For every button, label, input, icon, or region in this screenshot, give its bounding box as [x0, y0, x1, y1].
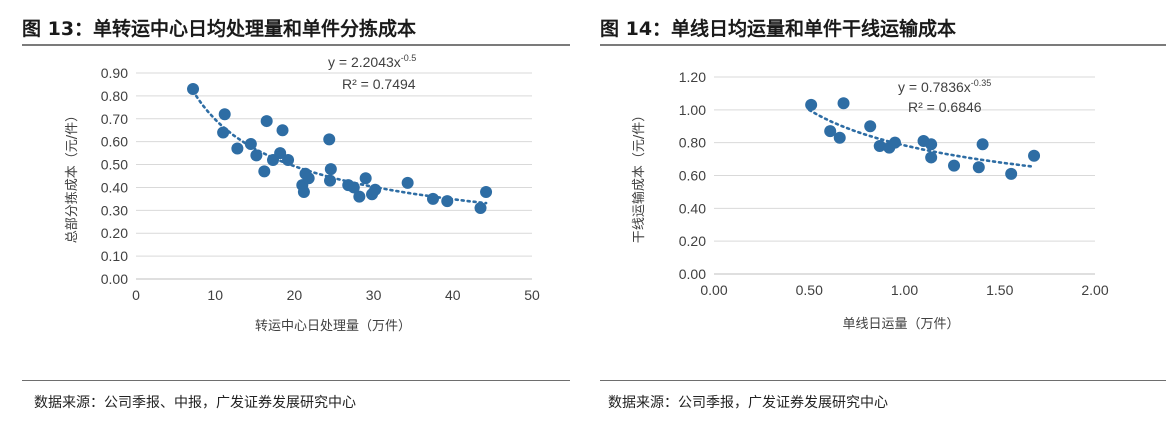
- data-point: [925, 138, 938, 151]
- y-tick-label: 0.20: [101, 225, 128, 241]
- data-point: [324, 174, 337, 187]
- y-tick-label: 0.00: [679, 266, 706, 282]
- data-point: [480, 186, 493, 199]
- y-tick-label: 0.60: [679, 168, 706, 184]
- y-tick-label: 0.80: [679, 135, 706, 151]
- x-tick-label: 30: [366, 287, 382, 303]
- data-point: [258, 165, 271, 178]
- data-point: [250, 149, 263, 162]
- data-point: [441, 195, 454, 208]
- y-tick-label: 0.50: [101, 157, 128, 173]
- scatter-chart-14: 0.00 0.20 0.40 0.60 0.80 1.00 1.20 0.00 0.50 1.00…: [631, 69, 1109, 332]
- y-tick-label: 0.20: [679, 233, 706, 249]
- data-point: [427, 192, 439, 205]
- x-tick-label: 0.50: [796, 282, 823, 298]
- y-axis-title: 总部分拣成本（元/件）: [65, 109, 80, 243]
- data-point: [282, 153, 295, 166]
- data-point: [833, 131, 846, 144]
- y-tick-label: 0.40: [101, 179, 128, 195]
- y-tick-label: 0.10: [101, 248, 128, 264]
- y-tick-label: 0.00: [101, 271, 128, 287]
- data-point: [187, 83, 200, 96]
- data-point: [218, 108, 231, 121]
- data-point: [948, 159, 961, 172]
- data-point: [353, 190, 366, 203]
- y-tick-label: 0.40: [679, 200, 706, 216]
- data-point: [217, 126, 230, 139]
- data-point: [925, 151, 938, 164]
- data-point: [873, 139, 886, 152]
- scatter-chart-13: 0.00 0.10 0.20 0.30 0.40 0.50 0.60 0.70 0.80 0.90…: [65, 53, 540, 334]
- chart-title: 图 14：单线日均运量和单件干线运输成本: [600, 18, 957, 40]
- data-point: [369, 183, 382, 196]
- chart-title: 图 13：单转运中心日均处理量和单件分拣成本: [22, 18, 417, 40]
- data-point: [1005, 167, 1018, 180]
- data-point: [274, 147, 287, 160]
- x-axis-title: 单线日运量（万件）: [842, 317, 959, 332]
- data-point: [244, 137, 257, 150]
- data-point: [805, 98, 818, 111]
- x-tick-label: 0.00: [700, 282, 727, 298]
- x-tick-label: 50: [524, 287, 540, 303]
- data-point: [359, 172, 372, 185]
- x-tick-label: 0: [132, 287, 140, 303]
- trendline: [808, 108, 1036, 168]
- y-tick-label: 0.90: [101, 65, 128, 81]
- x-axis-title: 转运中心日处理量（万件）: [255, 319, 411, 334]
- chart-panel-right: 图 14：单线日均运量和单件干线运输成本 0.00 0.20 0.40 0.60 0.8…: [598, 0, 1172, 424]
- data-point: [276, 124, 289, 137]
- source-divider: [22, 380, 570, 381]
- title-divider: [22, 44, 570, 46]
- x-tick-label: 40: [445, 287, 461, 303]
- trendline-equation: y = 0.7836x-0.35: [898, 78, 991, 95]
- data-point: [824, 125, 837, 138]
- r-squared-label: R² = 0.7494: [342, 76, 416, 92]
- data-point: [972, 161, 985, 174]
- trendline-equation: y = 2.2043x-0.5: [328, 53, 416, 70]
- data-point: [302, 172, 315, 185]
- x-tick-label: 20: [287, 287, 303, 303]
- y-tick-label: 0.80: [101, 88, 128, 104]
- x-tick-label: 1.50: [986, 282, 1013, 298]
- data-point: [837, 97, 850, 110]
- data-point: [347, 181, 360, 194]
- y-tick-label: 1.20: [679, 69, 706, 85]
- x-tick-label: 1.00: [891, 282, 918, 298]
- data-point: [324, 163, 337, 176]
- data-point: [888, 136, 901, 149]
- y-tick-label: 0.60: [101, 134, 128, 150]
- source-note: 数据来源：公司季报，广发证券发展研究中心: [608, 395, 888, 411]
- data-point: [976, 138, 989, 151]
- y-tick-label: 0.30: [101, 202, 128, 218]
- data-point: [260, 115, 273, 128]
- data-point: [474, 202, 487, 215]
- title-divider: [600, 44, 1166, 46]
- data-point: [1028, 149, 1041, 162]
- x-tick-label: 2.00: [1081, 282, 1108, 298]
- y-tick-label: 1.00: [679, 102, 706, 118]
- source-divider: [600, 380, 1166, 381]
- y-tick-label: 0.70: [101, 111, 128, 127]
- r-squared-label: R² = 0.6846: [908, 99, 982, 115]
- source-note: 数据来源：公司季报、中报，广发证券发展研究中心: [34, 395, 356, 411]
- data-point: [401, 176, 414, 189]
- data-point: [297, 186, 310, 199]
- data-point: [323, 133, 336, 146]
- chart-panel-left: 图 13：单转运中心日均处理量和单件分拣成本 0.00 0.10 0.20 0.30 0…: [0, 0, 570, 424]
- x-tick-label: 10: [207, 287, 223, 303]
- data-point: [864, 120, 877, 133]
- data-point: [231, 142, 244, 155]
- y-axis-title: 干线运输成本（元/件）: [631, 109, 647, 243]
